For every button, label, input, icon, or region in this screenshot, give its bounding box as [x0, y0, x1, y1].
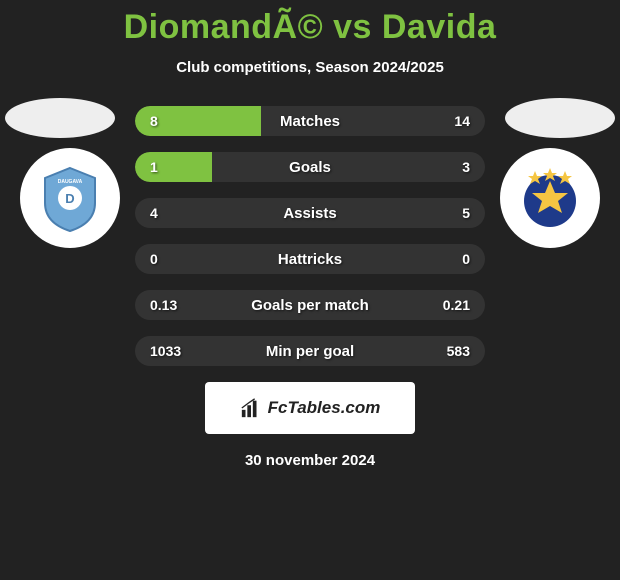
stat-row: 8Matches14 — [135, 106, 485, 136]
player-avatar-left — [5, 98, 115, 138]
comparison-subtitle: Club competitions, Season 2024/2025 — [0, 59, 620, 76]
stat-value-right: 14 — [454, 113, 470, 129]
stat-row: 0Hattricks0 — [135, 244, 485, 274]
svg-text:D: D — [65, 191, 74, 206]
stat-label: Goals per match — [135, 297, 485, 314]
stat-label: Hattricks — [135, 251, 485, 268]
stat-value-right: 3 — [462, 159, 470, 175]
club-badge-left: D DAUGAVA — [20, 148, 120, 248]
stat-value-right: 583 — [447, 343, 470, 359]
stat-label: Assists — [135, 205, 485, 222]
svg-text:DAUGAVA: DAUGAVA — [58, 179, 83, 185]
player-avatar-right — [505, 98, 615, 138]
comparison-date: 30 november 2024 — [0, 452, 620, 469]
club-crest-left-icon: D DAUGAVA — [35, 163, 105, 233]
stats-container: 8Matches14 1Goals3 4Assists5 0Hattricks0 0.1… — [135, 106, 485, 366]
stat-row: 4Assists5 — [135, 198, 485, 228]
club-crest-right-icon — [515, 163, 585, 233]
chart-icon — [240, 397, 262, 419]
club-badge-right — [500, 148, 600, 248]
stat-row: 1033Min per goal583 — [135, 336, 485, 366]
stat-value-right: 5 — [462, 205, 470, 221]
stat-row: 0.13Goals per match0.21 — [135, 290, 485, 320]
branding-text: FcTables.com — [268, 398, 381, 418]
stat-value-right: 0.21 — [443, 297, 470, 313]
comparison-content: D DAUGAVA 8Matches14 1Goals3 4Assists5 0Hat… — [0, 106, 620, 469]
branding-badge[interactable]: FcTables.com — [205, 382, 415, 434]
stat-label: Goals — [135, 159, 485, 176]
stat-value-right: 0 — [462, 251, 470, 267]
stat-label: Matches — [135, 113, 485, 130]
comparison-title: DiomandÃ© vs Davida — [0, 0, 620, 47]
stat-row: 1Goals3 — [135, 152, 485, 182]
stat-label: Min per goal — [135, 343, 485, 360]
